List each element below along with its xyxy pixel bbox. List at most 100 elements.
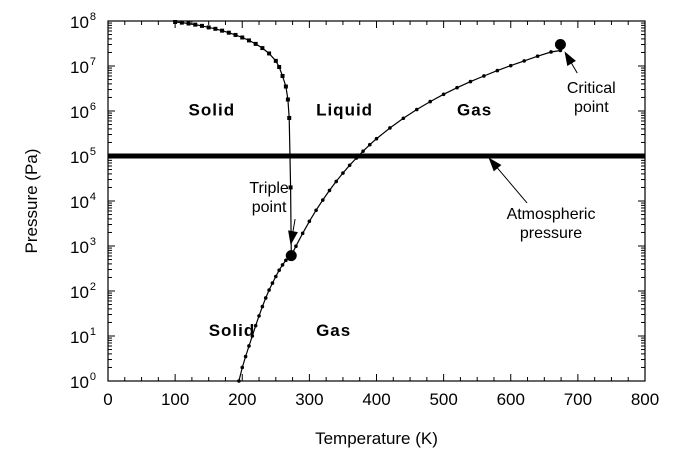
data-point-marker (240, 35, 245, 40)
data-point-marker (284, 258, 288, 263)
annotation-arrowhead (288, 230, 298, 246)
data-point-marker (549, 50, 553, 54)
data-point-marker (186, 21, 191, 26)
annotation-text: Critical (567, 80, 616, 97)
data-point-marker (274, 274, 278, 279)
data-point-marker (179, 20, 184, 25)
triple-point-marker (285, 250, 297, 262)
sublimation-curve (238, 255, 292, 382)
data-point-marker (285, 97, 290, 102)
critical-point-marker (554, 39, 566, 51)
data-point-marker (277, 268, 281, 272)
data-point-marker (401, 116, 406, 121)
data-point-marker (334, 179, 339, 184)
triple-point-annotation: Triple point (249, 180, 298, 246)
data-point-marker (388, 126, 392, 130)
data-point-marker (226, 30, 231, 35)
data-point-marker (247, 344, 251, 348)
y-tick-label: 102 (70, 281, 96, 302)
data-point-marker (243, 354, 248, 359)
data-point-marker (270, 281, 275, 285)
data-point-marker (482, 74, 486, 78)
x-tick-label: 100 (161, 390, 189, 409)
data-point-marker (522, 59, 526, 63)
data-point-marker (277, 65, 282, 70)
region-labels-layer: Solid Liquid Gas Solid Gas (189, 100, 492, 340)
data-point-marker (300, 231, 305, 236)
data-point-marker (260, 46, 265, 51)
y-tick-label: 101 (70, 326, 96, 347)
data-point-marker (213, 26, 218, 31)
data-point-marker (441, 92, 446, 97)
data-point-marker (233, 32, 238, 37)
x-tick-label: 700 (564, 390, 592, 409)
data-point-marker (495, 68, 500, 73)
data-point-marker (361, 149, 365, 153)
region-label: Gas (457, 100, 492, 119)
data-point-marker (283, 84, 288, 89)
data-point-marker (314, 208, 318, 213)
x-tick-label: 200 (228, 390, 256, 409)
data-point-marker (341, 171, 345, 175)
data-point-marker (468, 79, 473, 84)
plot-frame (107, 20, 646, 382)
region-label: Liquid (316, 100, 373, 119)
x-tick-label: 400 (362, 390, 390, 409)
annotation-arrowhead (488, 157, 502, 172)
data-point-marker (240, 365, 245, 370)
data-point-marker (257, 314, 261, 318)
data-point-marker (367, 142, 372, 147)
data-point-marker (535, 54, 540, 59)
data-point-marker (455, 85, 459, 90)
data-point-marker (246, 38, 251, 43)
data-point-marker (294, 244, 298, 248)
data-point-marker (253, 41, 258, 46)
data-point-marker (267, 288, 271, 292)
y-tick-label: 104 (70, 191, 96, 212)
data-point-marker (267, 51, 272, 56)
y-tick-label: 107 (70, 56, 96, 77)
y-axis-title: Pressure (Pa) (22, 149, 41, 254)
data-point-marker (428, 99, 433, 104)
data-point-marker (374, 136, 379, 141)
x-tick-label: 500 (429, 390, 457, 409)
region-label: Solid (209, 321, 256, 340)
annotation-arrowhead (564, 51, 576, 66)
annotations-layer: Critical point Triple point Atmospheric press… (249, 51, 616, 246)
data-point-marker (280, 263, 285, 267)
data-point-marker (414, 107, 419, 112)
x-axis: 0 100 200 300 400 500 600 700 800 (103, 21, 659, 409)
data-point-marker (220, 28, 225, 33)
y-tick-label: 105 (70, 146, 96, 167)
data-point-marker (273, 58, 278, 63)
data-point-marker (250, 334, 255, 338)
y-tick-label: 108 (70, 11, 96, 32)
curves-layer (108, 20, 645, 383)
y-tick-label: 106 (70, 101, 96, 122)
data-point-marker (508, 63, 513, 68)
atmospheric-pressure-annotation: Atmospheric pressure (488, 157, 596, 242)
y-axis: 100 101 102 103 104 105 106 107 108 (70, 11, 645, 392)
data-point-marker (253, 323, 258, 328)
data-point-marker (321, 198, 325, 202)
x-tick-label: 0 (103, 390, 112, 409)
data-point-marker (260, 304, 265, 309)
annotation-text: Atmospheric (507, 206, 596, 223)
data-point-marker (280, 73, 285, 78)
x-tick-label: 300 (295, 390, 323, 409)
critical-point-annotation: Critical point (564, 51, 616, 116)
data-point-marker (288, 185, 293, 190)
data-point-marker (263, 296, 268, 300)
annotation-text: Triple (249, 180, 289, 197)
y-tick-label: 103 (70, 236, 96, 257)
data-point-marker (287, 115, 292, 120)
y-tick-label: 100 (70, 371, 96, 392)
annotation-arrow-line (494, 164, 528, 204)
region-label: Solid (189, 100, 236, 119)
melting-curve (175, 21, 292, 256)
annotation-text: point (574, 99, 609, 116)
data-point-marker (307, 219, 312, 224)
annotation-text: point (252, 199, 287, 216)
points-layer (285, 39, 566, 262)
vaporization-curve (290, 49, 561, 256)
